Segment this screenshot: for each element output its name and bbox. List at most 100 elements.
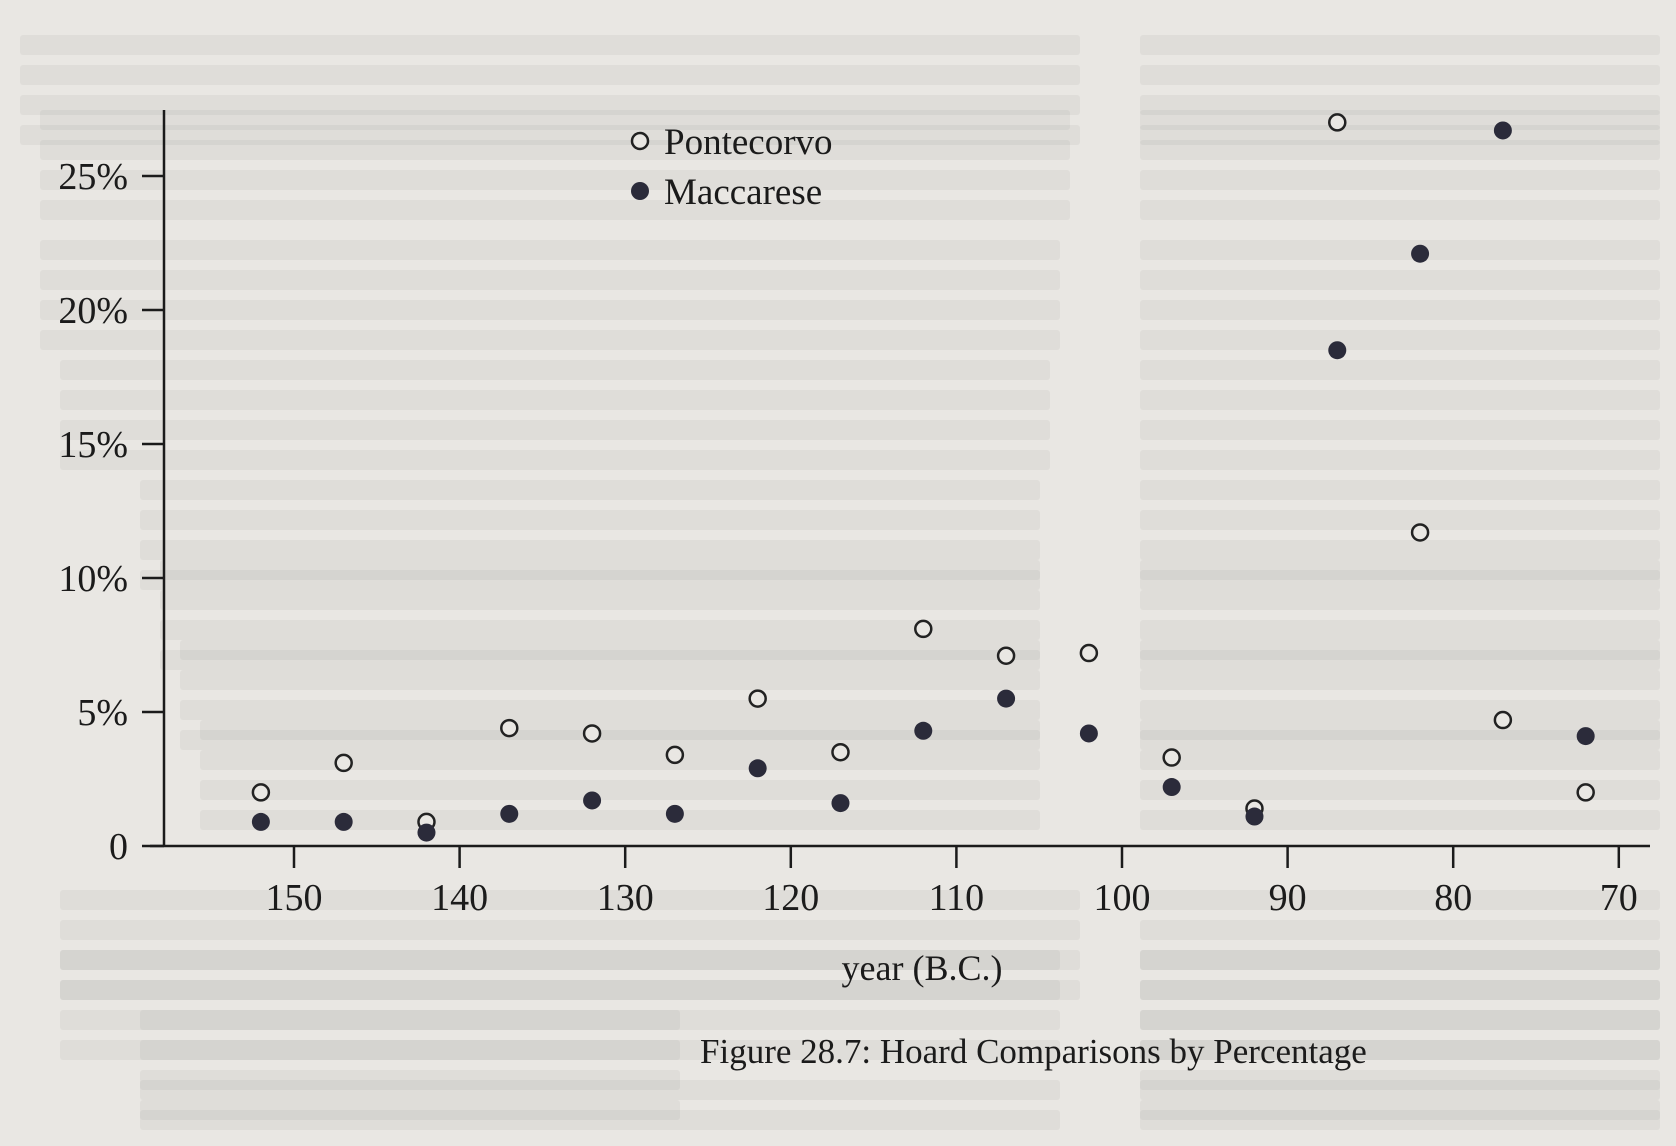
ghost-text-line (1140, 1110, 1660, 1130)
data-point-maccarese (1079, 724, 1098, 743)
ghost-text-line (1140, 670, 1660, 690)
ghost-text-line (180, 700, 1040, 720)
ghost-text-line (140, 540, 1040, 560)
data-point-pontecorvo (1410, 523, 1430, 542)
ghost-text-line (1140, 330, 1660, 350)
x-tick-label: 90 (1269, 877, 1307, 919)
ghost-text-line (60, 390, 1050, 410)
x-tick-label: 70 (1600, 877, 1638, 919)
legend-marker-pontecorvo (630, 131, 650, 151)
ghost-text-line (1140, 750, 1660, 770)
ghost-text-line (180, 670, 1040, 690)
figure-caption: Figure 28.7: Hoard Comparisons by Percen… (700, 1032, 1367, 1071)
data-point-pontecorvo (1576, 783, 1595, 802)
ghost-text-line (1140, 300, 1660, 320)
y-tick-label: 0 (109, 826, 128, 868)
ghost-text-line (60, 360, 1050, 380)
ghost-text-line (1140, 950, 1660, 970)
legend-label-pontecorvo: Pontecorvo (664, 122, 833, 163)
ghost-text-line (1140, 780, 1660, 800)
ghost-text-line (1140, 1040, 1660, 1060)
ghost-text-line (1140, 35, 1660, 55)
ghost-text-line (140, 1110, 1060, 1130)
ghost-text-line (140, 1080, 1060, 1100)
ghost-text-line (1140, 1100, 1660, 1120)
data-point-pontecorvo (914, 619, 933, 639)
ghost-text-line (140, 510, 1040, 530)
ghost-text-line (20, 125, 1080, 145)
ghost-text-line (1140, 590, 1660, 610)
ghost-text-line (200, 810, 1040, 830)
ghost-text-line (140, 570, 1040, 590)
data-point-maccarese (583, 791, 602, 810)
data-point-maccarese (831, 794, 850, 813)
ghost-text-line (180, 640, 1040, 660)
ghost-text-line (1140, 480, 1660, 500)
data-point-pontecorvo (996, 646, 1016, 665)
data-point-pontecorvo (1162, 748, 1181, 767)
ghost-text-line (1140, 1070, 1660, 1090)
x-axis-title: year (B.C.) (842, 948, 1003, 988)
data-point-maccarese (748, 759, 767, 778)
ghost-text-line (40, 240, 1060, 260)
ghost-text-line (1140, 125, 1660, 145)
ghost-text-line (1140, 270, 1660, 290)
ghost-text-line (200, 720, 1040, 740)
ghost-text-line (160, 620, 1040, 640)
ghost-text-line (20, 95, 1080, 115)
ghost-text-line (160, 560, 1040, 580)
x-tick-label: 130 (597, 877, 654, 919)
data-point-maccarese (997, 689, 1016, 708)
x-tick-label: 150 (266, 877, 323, 919)
y-axis-ticks: 0 5% 10% 15% 20% 25% (58, 156, 164, 868)
ghost-text-line (1140, 980, 1660, 1000)
y-tick-label: 5% (77, 692, 128, 734)
data-point-pontecorvo (334, 753, 353, 773)
data-point-maccarese (665, 804, 684, 823)
ghost-text-line (60, 890, 1080, 910)
data-point-maccarese (1576, 727, 1595, 746)
x-tick-label: 120 (762, 877, 819, 919)
data-point-maccarese (500, 804, 519, 823)
ghost-text-line (1140, 650, 1660, 670)
ghost-text-line (60, 920, 1080, 940)
x-tick-label: 80 (1434, 877, 1472, 919)
data-point-pontecorvo (1493, 710, 1513, 730)
ghost-text-line (40, 140, 1070, 160)
data-point-pontecorvo (500, 718, 519, 738)
data-point-pontecorvo (665, 745, 685, 765)
ghost-text-line (1140, 700, 1660, 720)
ghost-text-line (40, 110, 1070, 130)
ghost-text-line (1140, 730, 1660, 750)
ghost-text-line (1140, 620, 1660, 640)
ghost-text-line (160, 590, 1040, 610)
ghost-text-line (1140, 570, 1660, 590)
data-point-maccarese (1328, 341, 1347, 360)
x-tick-label: 110 (929, 877, 985, 919)
ghost-text-line (1140, 560, 1660, 580)
ghost-text-line (1140, 110, 1660, 130)
ghost-text-line (60, 950, 1080, 970)
ghost-text-line (1140, 170, 1660, 190)
ghost-text-line (140, 1070, 680, 1090)
ghost-text-line (1140, 1010, 1660, 1030)
ghost-text-line (1140, 390, 1660, 410)
ghost-text-line (60, 450, 1050, 470)
ghost-text-line (40, 170, 1070, 190)
ghost-text-line (1140, 540, 1660, 560)
ghost-text-line (140, 1040, 680, 1060)
ghost-text-line (1140, 200, 1660, 220)
legend-marker-maccarese (631, 182, 649, 200)
data-point-pontecorvo (251, 783, 271, 802)
ghost-text-line (1140, 890, 1660, 910)
y-tick-label: 25% (58, 156, 128, 198)
legend: Pontecorvo Maccarese (630, 122, 833, 213)
ghost-text-line (1140, 240, 1660, 260)
ghost-text-line (1140, 450, 1660, 470)
ghost-text-line (1140, 360, 1660, 380)
data-point-maccarese (417, 823, 436, 842)
ghost-text-line (40, 200, 1070, 220)
ghost-text-line (40, 300, 1060, 320)
ghost-text-line (1140, 65, 1660, 85)
ghost-text-line (60, 1040, 1060, 1060)
